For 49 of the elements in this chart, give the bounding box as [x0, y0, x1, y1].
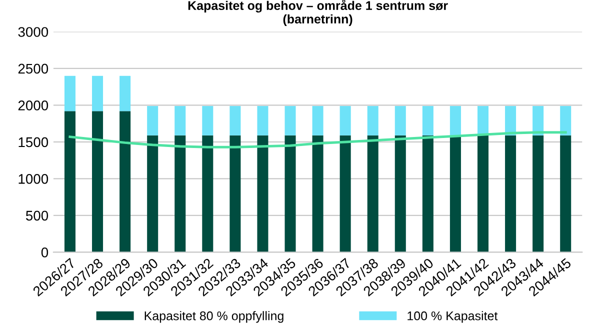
- bar: [505, 106, 516, 136]
- bar: [230, 135, 241, 252]
- bar: [202, 106, 214, 136]
- bar: [174, 135, 186, 252]
- bar: [394, 106, 406, 136]
- bar: [450, 106, 461, 136]
- y-tick-label: 1000: [18, 174, 48, 184]
- bar: [92, 111, 104, 252]
- legend-label: 100 % Kapasitet: [408, 311, 498, 323]
- line-series: [68, 131, 567, 148]
- bar: [284, 135, 296, 252]
- bar: [64, 76, 76, 112]
- bar: [230, 106, 241, 136]
- bar: [174, 106, 186, 136]
- bar: [422, 135, 434, 252]
- bar: [422, 106, 434, 136]
- bar: [64, 111, 76, 252]
- bar: [312, 106, 324, 136]
- bar: [120, 76, 131, 112]
- bar: [477, 135, 489, 252]
- chart-title: Kapasitet og behov – område 1 sentrum sør (barnetrinn): [188, 0, 448, 26]
- bar: [532, 135, 544, 252]
- y-tick-label: 2000: [18, 100, 48, 110]
- bar: [340, 135, 351, 252]
- bar: [394, 135, 406, 252]
- y-tick-label: 3000: [18, 27, 48, 37]
- bar: [257, 135, 268, 252]
- bar: [367, 135, 378, 252]
- y-tick-label: 0: [41, 248, 48, 258]
- bar: [120, 111, 131, 252]
- bar: [147, 106, 158, 136]
- bar: [312, 135, 324, 252]
- bar: [147, 135, 158, 252]
- y-tick-label: 500: [26, 210, 48, 221]
- y-tick-label: 2500: [18, 64, 48, 74]
- bar: [505, 135, 516, 252]
- bar: [257, 106, 268, 136]
- bar: [340, 106, 351, 136]
- bar: [477, 106, 489, 136]
- bar: [202, 135, 214, 252]
- bar: [92, 76, 104, 112]
- legend-label: Kapasitet 80 % oppfylling: [144, 311, 284, 323]
- bar: [367, 106, 378, 136]
- bar: [560, 106, 572, 136]
- bar: [450, 135, 461, 252]
- bar: [284, 106, 296, 136]
- bar: [532, 106, 544, 136]
- y-tick-label: 1500: [18, 137, 48, 148]
- bar: [560, 135, 572, 252]
